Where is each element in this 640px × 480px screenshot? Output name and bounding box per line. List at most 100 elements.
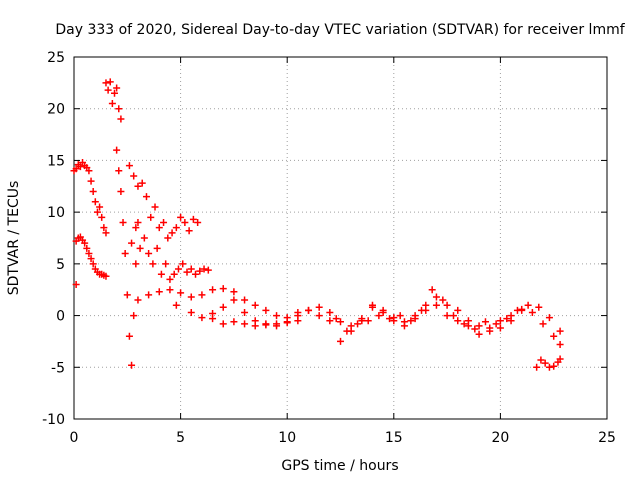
data-point (200, 265, 208, 273)
data-point (428, 286, 436, 294)
data-point (418, 306, 426, 314)
data-point (454, 317, 462, 325)
data-point (230, 288, 238, 296)
data-point (332, 315, 340, 323)
x-tick-label: 15 (385, 430, 403, 446)
data-point (138, 179, 146, 187)
data-point (556, 327, 564, 335)
data-point (294, 308, 302, 316)
data-point (273, 322, 281, 330)
data-point (358, 315, 366, 323)
x-axis-label: GPS time / hours (281, 458, 398, 474)
data-point (189, 215, 197, 223)
data-point (166, 275, 174, 283)
y-tick-label: 20 (47, 102, 65, 118)
data-point (411, 312, 419, 320)
data-point (460, 320, 468, 328)
data-point (153, 244, 161, 252)
data-point (539, 320, 547, 328)
series-low-band-3 (209, 315, 302, 330)
data-point (113, 84, 121, 92)
data-point (326, 308, 334, 316)
data-point (524, 301, 532, 309)
data-point (379, 308, 387, 316)
data-point (106, 78, 114, 86)
data-point (117, 115, 125, 123)
series-low-band-1 (134, 285, 340, 323)
data-point (130, 172, 138, 180)
data-point (164, 234, 172, 242)
data-point (166, 286, 174, 294)
data-point (145, 291, 153, 299)
x-tick-label: 25 (598, 430, 616, 446)
data-point (174, 265, 182, 273)
y-tick-label: 25 (47, 50, 65, 66)
series-low-band-2 (172, 296, 334, 328)
data-point (196, 267, 204, 275)
data-point (337, 337, 344, 345)
y-tick-label: 5 (56, 257, 65, 273)
data-point (251, 322, 259, 330)
data-point (432, 293, 440, 301)
data-point (496, 317, 504, 325)
data-point (123, 291, 131, 299)
data-point (185, 227, 193, 235)
data-point (475, 322, 483, 330)
data-point (72, 281, 80, 289)
y-tick-label: 0 (56, 309, 65, 325)
data-point (475, 330, 483, 338)
data-point (294, 317, 302, 325)
data-point (230, 318, 238, 326)
data-markers (70, 78, 564, 371)
data-point (343, 327, 351, 335)
data-point (347, 322, 355, 330)
data-point (337, 318, 344, 326)
data-point (464, 322, 472, 330)
data-point (518, 305, 526, 313)
data-point (134, 296, 142, 304)
y-tick-label: -10 (42, 412, 65, 428)
data-point (187, 308, 195, 316)
y-tick-label: 15 (47, 153, 65, 169)
data-point (132, 224, 140, 232)
data-point (98, 213, 106, 221)
data-point (432, 301, 440, 309)
data-point (481, 318, 489, 326)
data-point (89, 260, 97, 268)
x-tick-label: 5 (176, 430, 185, 446)
data-point (209, 286, 217, 294)
data-point (147, 213, 155, 221)
data-point (550, 362, 558, 370)
data-point (513, 306, 521, 314)
data-point (273, 312, 281, 320)
data-point (375, 312, 383, 320)
data-point (130, 312, 138, 320)
data-point (102, 229, 110, 237)
data-point (145, 250, 153, 258)
data-point (102, 272, 110, 280)
data-point (157, 270, 165, 278)
data-point (134, 218, 142, 226)
data-point (119, 218, 127, 226)
data-point (87, 177, 95, 185)
data-point (183, 268, 191, 276)
data-point (83, 244, 91, 252)
y-tick-label: -5 (51, 360, 65, 376)
data-point (187, 265, 195, 273)
data-point (177, 289, 185, 297)
data-point (507, 312, 515, 320)
data-point (155, 224, 163, 232)
data-point (241, 296, 249, 304)
data-point (219, 320, 227, 328)
data-point (93, 208, 101, 216)
data-point (315, 303, 323, 311)
data-point (172, 224, 180, 232)
data-point (149, 260, 157, 268)
series-spike-high (102, 78, 125, 123)
data-point (181, 218, 189, 226)
data-point (354, 320, 362, 328)
data-point (128, 361, 136, 369)
data-point (91, 198, 99, 206)
data-point (503, 315, 511, 323)
